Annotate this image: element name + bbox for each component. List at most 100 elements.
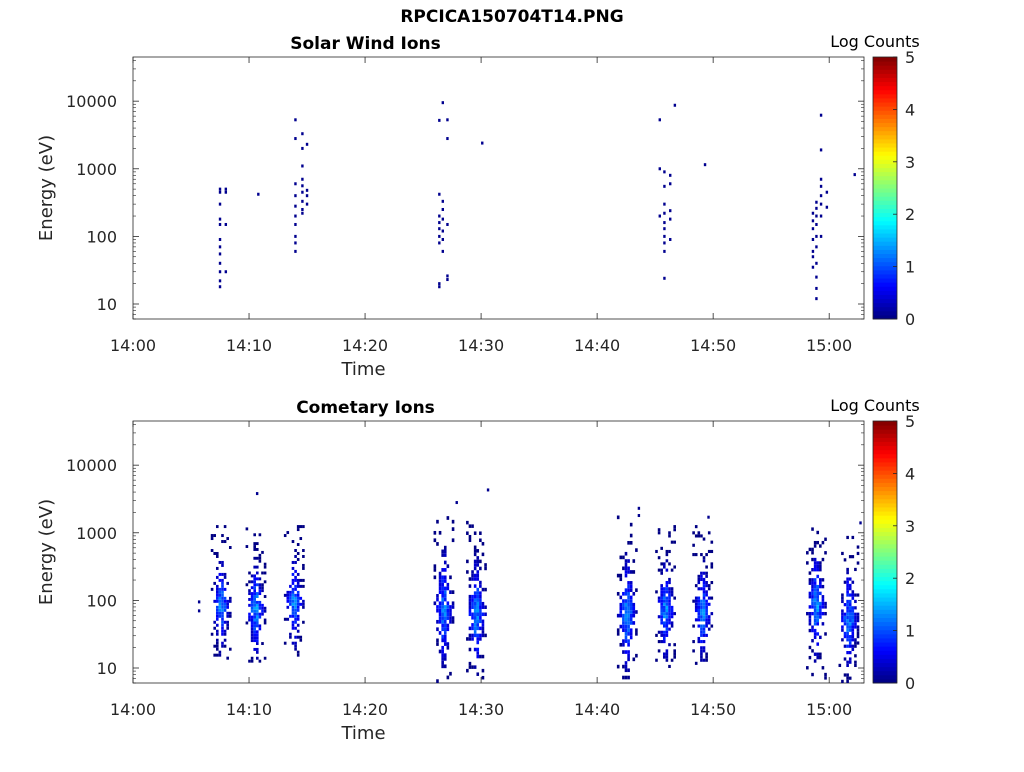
burst-9 [806, 527, 827, 680]
data-cell [808, 615, 812, 619]
data-cell [221, 626, 224, 630]
data-cell [851, 635, 855, 639]
data-cell [253, 545, 256, 549]
data-cell [821, 540, 825, 545]
y-axis-label: Energy (eV) [36, 499, 57, 605]
data-point [305, 202, 309, 206]
data-cell [296, 578, 300, 582]
data-cell [622, 566, 625, 571]
data-cell [632, 606, 636, 611]
data-cell [263, 621, 267, 625]
data-cell [629, 584, 633, 589]
colorbar-segment [873, 224, 897, 230]
data-cell [476, 654, 480, 659]
data-cell [446, 608, 450, 613]
data-cell [294, 647, 297, 651]
data-cell [816, 540, 820, 545]
colorbar-segment [873, 77, 897, 83]
colorbar-segment [873, 466, 897, 471]
data-cell [846, 615, 849, 620]
colorbar-tick-label: 1 [905, 622, 915, 641]
data-cell [662, 605, 666, 609]
data-point [825, 205, 829, 209]
data-cell [856, 631, 860, 636]
data-cell [846, 583, 849, 588]
data-cell [841, 612, 844, 616]
data-cell [218, 578, 222, 582]
data-cell [848, 555, 852, 559]
data-cell [619, 642, 623, 647]
data-cell [811, 598, 814, 602]
data-cell [657, 531, 661, 535]
data-cell [808, 618, 812, 623]
data-cell [215, 611, 219, 615]
colorbar-tick-label: 1 [905, 258, 915, 277]
y-tick-label: 100 [86, 591, 117, 610]
data-cell [261, 589, 264, 593]
colorbar-segment [873, 568, 897, 573]
colorbar-segment [873, 286, 897, 291]
data-cell [665, 621, 669, 625]
data-cell [481, 601, 485, 606]
data-cell [221, 602, 224, 606]
data-point [658, 167, 661, 171]
data-cell [441, 586, 444, 591]
data-cell [261, 612, 264, 616]
colorbar-segment [873, 134, 897, 140]
data-cell [705, 553, 708, 557]
colorbar-segment [873, 535, 897, 541]
data-cell [710, 562, 714, 566]
data-cell [255, 609, 259, 613]
colorbar-segment [873, 61, 897, 66]
data-cell [668, 593, 671, 597]
data-cell [446, 675, 450, 680]
data-cell [223, 629, 227, 633]
data-point [218, 285, 222, 289]
data-cell [851, 619, 855, 623]
data-cell [296, 557, 300, 561]
data-cell [473, 619, 477, 624]
data-cell [476, 612, 480, 617]
data-cell [479, 605, 482, 609]
data-cell [707, 618, 711, 622]
colorbar-segment [873, 543, 897, 549]
data-cell [294, 626, 297, 630]
data-point [663, 234, 666, 238]
data-cell [668, 618, 671, 622]
colorbar-segment [873, 666, 897, 672]
data-cell [210, 537, 214, 541]
data-cell [665, 612, 669, 616]
data-point [815, 222, 818, 226]
data-cell [250, 592, 254, 596]
data-cell [702, 633, 706, 637]
data-point [438, 234, 441, 238]
data-point [669, 209, 672, 213]
data-cell [468, 577, 472, 581]
data-cell [443, 608, 447, 613]
data-cell [624, 559, 628, 563]
data-cell [851, 535, 855, 540]
data-cell [697, 577, 701, 582]
data-cell [668, 605, 671, 609]
data-cell [841, 628, 844, 632]
data-cell [261, 586, 264, 590]
data-cell [670, 587, 674, 591]
colorbar-segment [873, 560, 897, 565]
data-cell [627, 642, 630, 647]
data-cell [624, 635, 628, 640]
data-cell [228, 614, 232, 618]
data-cell [816, 605, 820, 609]
data-cell [473, 612, 477, 617]
data-cell [258, 556, 262, 560]
data-cell [473, 616, 477, 620]
data-cell [694, 599, 698, 603]
data-cell [705, 599, 708, 603]
data-cell [283, 617, 287, 621]
data-cell [302, 563, 305, 567]
data-cell [813, 540, 817, 545]
data-cell [473, 552, 477, 557]
colorbar-segment [873, 118, 897, 123]
data-cell [819, 655, 822, 660]
